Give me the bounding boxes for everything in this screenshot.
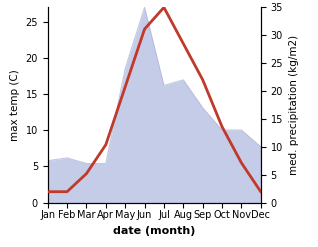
Y-axis label: med. precipitation (kg/m2): med. precipitation (kg/m2)	[288, 35, 299, 175]
Y-axis label: max temp (C): max temp (C)	[10, 69, 20, 141]
X-axis label: date (month): date (month)	[113, 226, 196, 236]
